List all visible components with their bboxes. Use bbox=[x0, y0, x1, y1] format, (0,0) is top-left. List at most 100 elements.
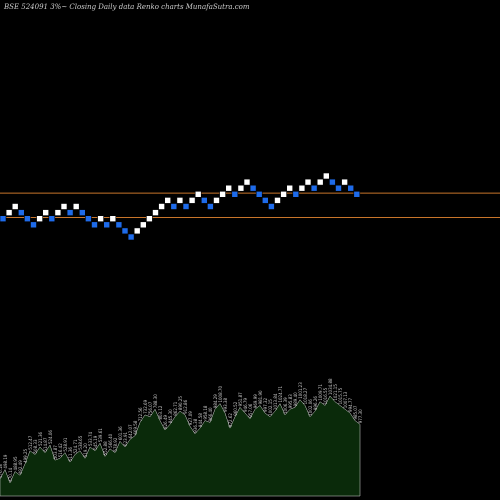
volume-value-label: 1002.06 bbox=[308, 399, 313, 416]
volume-value-label: 578.92 bbox=[113, 437, 118, 451]
renko-brick-up bbox=[152, 209, 159, 216]
volume-value-label: 960.52 bbox=[233, 401, 238, 415]
volume-value-label: 669.58 bbox=[133, 420, 138, 434]
volume-value-label: 488.95 bbox=[13, 456, 18, 470]
renko-brick-down bbox=[24, 215, 31, 222]
renko-brick-down bbox=[17, 209, 25, 216]
renko-brick-down bbox=[170, 203, 178, 210]
volume-area bbox=[0, 395, 361, 497]
renko-brick-up bbox=[97, 215, 104, 222]
volume-value-label: 958.18 bbox=[203, 405, 208, 419]
renko-brick-up bbox=[304, 178, 312, 186]
volume-value-label: 1018.27 bbox=[303, 387, 308, 404]
volume-value-label: 533.74 bbox=[88, 431, 93, 445]
volume-value-label: 936.38 bbox=[193, 418, 198, 432]
volume-value-label: 566.40 bbox=[108, 433, 113, 447]
volume-value-label: 642.07 bbox=[128, 424, 133, 438]
renko-brick-up bbox=[109, 215, 117, 222]
renko-brick-down bbox=[255, 191, 263, 198]
volume-value-label: 516.42 bbox=[58, 443, 63, 457]
volume-value-label: 756.07 bbox=[148, 401, 153, 415]
renko-bricks bbox=[0, 172, 361, 241]
renko-brick-up bbox=[322, 172, 330, 180]
volume-value-label: 1016.55 bbox=[323, 387, 328, 404]
volume-value-label: 524.71 bbox=[73, 439, 78, 453]
volume-value-label: 552.88 bbox=[103, 441, 108, 455]
renko-brick-up bbox=[298, 184, 306, 192]
renko-brick-down bbox=[231, 191, 239, 198]
renko-brick-up bbox=[237, 184, 245, 192]
renko-brick-up bbox=[146, 215, 153, 222]
volume-value-label: 512.47 bbox=[28, 435, 33, 449]
level-lines bbox=[0, 192, 500, 218]
volume-value-label: 826.49 bbox=[163, 415, 168, 429]
volume-value-label: 984.29 bbox=[213, 394, 218, 408]
renko-brick-down bbox=[292, 191, 300, 198]
renko-brick-up bbox=[194, 191, 202, 198]
renko-brick-down bbox=[0, 215, 7, 222]
renko-brick-up bbox=[36, 215, 43, 222]
renko-brick-up bbox=[225, 184, 232, 192]
volume-value-label: 492.49 bbox=[18, 460, 23, 474]
volume-value-label: 969.99 bbox=[253, 394, 258, 408]
renko-brick-down bbox=[261, 197, 269, 204]
renko-brick-down bbox=[268, 203, 275, 210]
chart-title: BSE 524091 3%~ Closing Daily data Renko … bbox=[3, 3, 250, 11]
renko-brick-down bbox=[182, 203, 190, 210]
renko-brick-down bbox=[115, 221, 123, 229]
renko-brick-down bbox=[30, 221, 37, 229]
renko-brick-down bbox=[310, 184, 318, 192]
renko-brick-up bbox=[140, 221, 147, 229]
volume-value-label: 498.19 bbox=[3, 454, 8, 468]
volume-value-label: 1002.15 bbox=[268, 399, 273, 416]
renko-brick-down bbox=[66, 209, 74, 216]
volume-value-label: 712.56 bbox=[138, 407, 143, 421]
volume-value-label: 503.87 bbox=[53, 445, 58, 459]
volume-value-label: 499.25 bbox=[23, 448, 28, 462]
renko-brick-down bbox=[201, 197, 208, 204]
renko-brick-up bbox=[5, 209, 13, 216]
volume-value-label: 1013.84 bbox=[273, 393, 278, 410]
volume-value-label: 845.30 bbox=[168, 409, 173, 423]
volume-value-label: 538.65 bbox=[78, 435, 83, 449]
renko-brick-up bbox=[164, 197, 171, 204]
volume-value-label: 539.61 bbox=[98, 428, 103, 442]
renko-brick-down bbox=[335, 184, 342, 192]
volume-value-label: 993.38 bbox=[223, 398, 228, 412]
volume-value-label: 521.36 bbox=[38, 431, 43, 445]
volume-value-label: 927.09 bbox=[188, 411, 193, 425]
volume-value-label: 1007.13 bbox=[343, 391, 348, 408]
volume-value-label: 890.25 bbox=[178, 396, 183, 410]
volume-value-label: 511.36 bbox=[68, 447, 73, 461]
volume-value-label: 803.12 bbox=[158, 405, 163, 419]
renko-brick-up bbox=[11, 203, 19, 210]
volume-value-label: 788.30 bbox=[153, 394, 158, 408]
renko-brick-down bbox=[121, 227, 129, 235]
volume-value-label: 957.06 bbox=[248, 403, 253, 417]
renko-brick-down bbox=[207, 203, 214, 210]
volume-value-label: 1034.88 bbox=[328, 378, 333, 395]
volume-value-label: 528.91 bbox=[63, 437, 68, 451]
renko-brick-down bbox=[329, 178, 336, 186]
renko-brick-down bbox=[91, 221, 98, 229]
renko-brick-up bbox=[286, 184, 294, 192]
renko-brick-down bbox=[103, 221, 110, 229]
renko-brick-up bbox=[133, 227, 141, 235]
renko-brick-up bbox=[219, 191, 226, 198]
renko-brick-down bbox=[353, 191, 361, 198]
renko-brick-up bbox=[280, 191, 287, 198]
volume-value-label: 995.83 bbox=[288, 394, 293, 408]
renko-brick-up bbox=[158, 203, 165, 210]
renko-brick-down bbox=[48, 215, 56, 222]
renko-brick-up bbox=[341, 178, 348, 186]
volume-value-label: 519.20 bbox=[83, 443, 88, 457]
volume-value-label: 514.87 bbox=[43, 437, 48, 451]
renko-brick-up bbox=[42, 209, 50, 216]
volume-value-label: 997.32 bbox=[263, 398, 268, 412]
renko-brick-up bbox=[60, 203, 68, 210]
volume-value-label: 508.33 bbox=[33, 439, 38, 453]
volume-value-label: 972.62 bbox=[228, 413, 233, 427]
volume-value-label: 1001.23 bbox=[298, 382, 303, 399]
